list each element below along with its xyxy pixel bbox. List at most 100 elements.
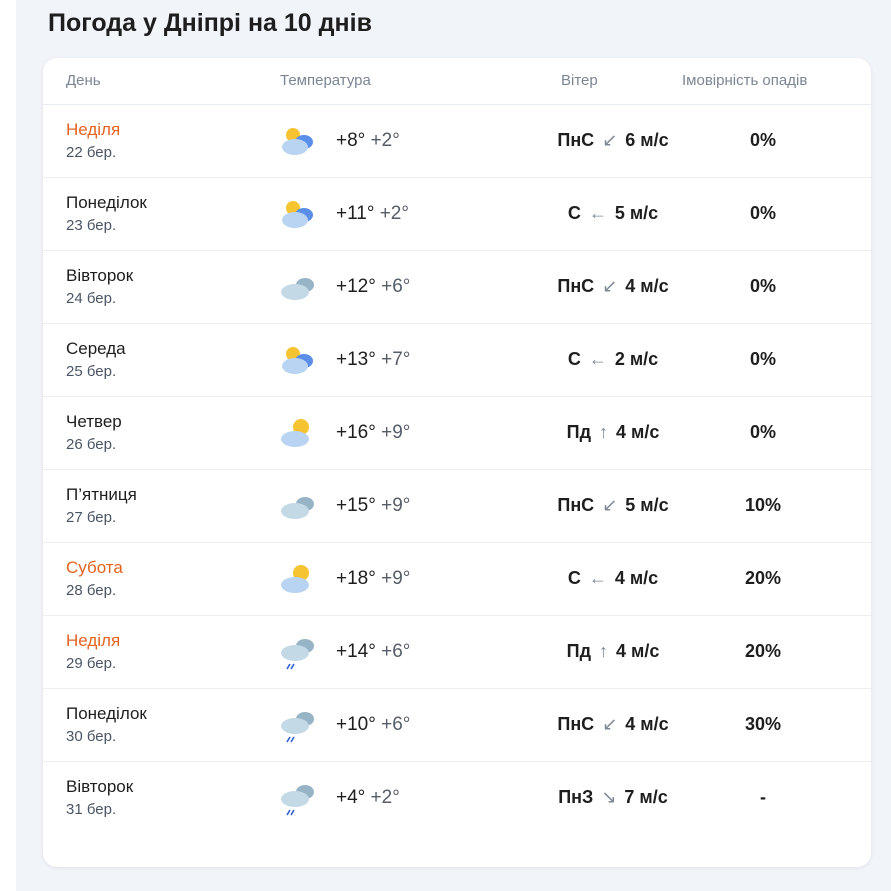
wind: ПнС ↙ 5 м/с	[463, 495, 763, 516]
wind-arrow-icon: ↙	[602, 495, 618, 515]
day-date: 28 бер.	[66, 582, 117, 599]
page-edge	[0, 0, 16, 891]
temperature: +15° +9°	[336, 495, 410, 517]
cloudy-icon	[281, 497, 314, 519]
temp-min: +2°	[379, 203, 409, 224]
precip-probability: 0%	[749, 130, 776, 150]
partly-cloudy-icon	[282, 128, 313, 155]
forecast-table: День Температура Вітер Імовірність опаді…	[43, 58, 871, 867]
temperature: +12° +6°	[336, 276, 410, 298]
day-date: 25 бер.	[66, 363, 117, 380]
temp-max: +10°	[336, 714, 376, 735]
temp-min: +6°	[381, 714, 411, 735]
wind-direction: Пд	[566, 641, 592, 661]
wind: ПнС ↙ 6 м/с	[463, 130, 763, 151]
precip-probability: 20%	[744, 641, 782, 661]
wind: С ← 5 м/с	[463, 203, 763, 224]
day-name: Понеділок	[66, 193, 147, 212]
wind-speed: 4 м/с	[616, 641, 660, 661]
day-date: 24 бер.	[66, 290, 117, 307]
temp-min: +2°	[370, 130, 400, 151]
wind: С ← 4 м/с	[463, 568, 763, 589]
temp-min: +9°	[381, 568, 411, 589]
table-row: П’ятниця 27 бер. +15° +9° ПнС ↙ 5 м/с 10%	[43, 470, 871, 543]
wind-arrow-icon: ↙	[602, 714, 618, 734]
wind-direction: ПнС	[557, 714, 595, 734]
day-name: Вівторок	[66, 777, 134, 796]
precip-probability: 30%	[744, 714, 782, 734]
table-row: Неділя 22 бер. +8° +2° ПнС ↙ 6 м/с 0%	[43, 105, 871, 178]
table-row: Понеділок 23 бер. +11° +2° С ← 5 м/с 0%	[43, 178, 871, 251]
table-header: День Температура Вітер Імовірність опаді…	[43, 58, 871, 105]
precip-probability: -	[760, 787, 766, 807]
temperature: +11° +2°	[336, 203, 409, 225]
temp-max: +11°	[336, 203, 375, 224]
day-name: Понеділок	[66, 704, 147, 723]
table-row: Вівторок 24 бер. +12° +6° ПнС ↙ 4 м/с 0%	[43, 251, 871, 324]
wind-direction: ПнЗ	[558, 787, 594, 807]
table-row: Вівторок 31 бер. +4° +2° ПнЗ ↘ 7 м/с -	[43, 762, 871, 834]
wind-arrow-icon: ↙	[602, 276, 618, 296]
header-precip: Імовірність опадів	[682, 72, 808, 89]
header-temp: Температура	[280, 72, 371, 89]
temperature: +18° +9°	[336, 568, 410, 590]
wind-direction: С	[567, 568, 581, 588]
wind-direction: С	[567, 349, 581, 369]
table-row: Середа 25 бер. +13° +7° С ← 2 м/с 0%	[43, 324, 871, 397]
wind-arrow-icon: ↑	[599, 422, 609, 442]
wind-speed: 4 м/с	[614, 568, 659, 588]
table-row: Субота 28 бер. +18° +9° С ← 4 м/с 20%	[43, 543, 871, 616]
temp-max: +4°	[336, 787, 366, 808]
rain-icon	[281, 639, 314, 670]
day-name: Неділя	[66, 120, 121, 139]
wind-speed: 4 м/с	[625, 276, 669, 296]
day-date: 23 бер.	[66, 217, 117, 234]
day-name: Вівторок	[66, 266, 134, 285]
day-date: 27 бер.	[66, 509, 117, 526]
temperature: +13° +7°	[336, 349, 410, 371]
wind-arrow-icon: ↘	[601, 787, 617, 807]
temp-max: +18°	[336, 568, 376, 589]
day-name: Четвер	[66, 412, 122, 431]
wind: Пд ↑ 4 м/с	[463, 422, 763, 443]
precip-probability: 20%	[744, 568, 782, 588]
temperature: +8° +2°	[336, 130, 400, 152]
wind: ПнЗ ↘ 7 м/с	[463, 787, 763, 808]
day-name: Середа	[66, 339, 126, 358]
wind-arrow-icon: ←	[588, 203, 607, 223]
temp-min: +9°	[381, 495, 411, 516]
table-row: Неділя 29 бер. +14° +6° Пд ↑ 4 м/с 20%	[43, 616, 871, 689]
table-row: Четвер 26 бер. +16° +9° Пд ↑ 4 м/с 0%	[43, 397, 871, 470]
wind: ПнС ↙ 4 м/с	[463, 276, 763, 297]
header-wind: Вітер	[561, 72, 598, 89]
sunny-cloudy-icon	[281, 565, 309, 593]
wind-direction: ПнС	[557, 276, 595, 296]
partly-cloudy-icon	[282, 201, 313, 228]
temp-min: +9°	[381, 422, 411, 443]
temp-max: +16°	[336, 422, 376, 443]
precip-probability: 10%	[744, 495, 782, 515]
temp-max: +12°	[336, 276, 376, 297]
day-name: Субота	[66, 558, 123, 577]
day-date: 26 бер.	[66, 436, 117, 453]
wind-speed: 4 м/с	[625, 714, 669, 734]
wind-arrow-icon: ←	[588, 568, 607, 588]
temp-max: +14°	[336, 641, 376, 662]
cloudy-icon	[281, 278, 314, 300]
rain-icon	[281, 712, 314, 743]
wind: ПнС ↙ 4 м/с	[463, 714, 763, 735]
day-name: Неділя	[66, 631, 121, 650]
wind-arrow-icon: ←	[588, 349, 607, 369]
wind-speed: 7 м/с	[624, 787, 668, 807]
precip-probability: 0%	[749, 276, 776, 296]
temperature: +14° +6°	[336, 641, 410, 663]
temp-max: +8°	[336, 130, 366, 151]
wind-direction: Пд	[566, 422, 592, 442]
wind: С ← 2 м/с	[463, 349, 763, 370]
table-row: Понеділок 30 бер. +10° +6° ПнС ↙ 4 м/с 30%	[43, 689, 871, 762]
day-date: 30 бер.	[66, 728, 117, 745]
temperature: +10° +6°	[336, 714, 410, 736]
page-title: Погода у Дніпрі на 10 днів	[48, 9, 372, 37]
temp-max: +13°	[336, 349, 376, 370]
precip-probability: 0%	[749, 349, 776, 369]
